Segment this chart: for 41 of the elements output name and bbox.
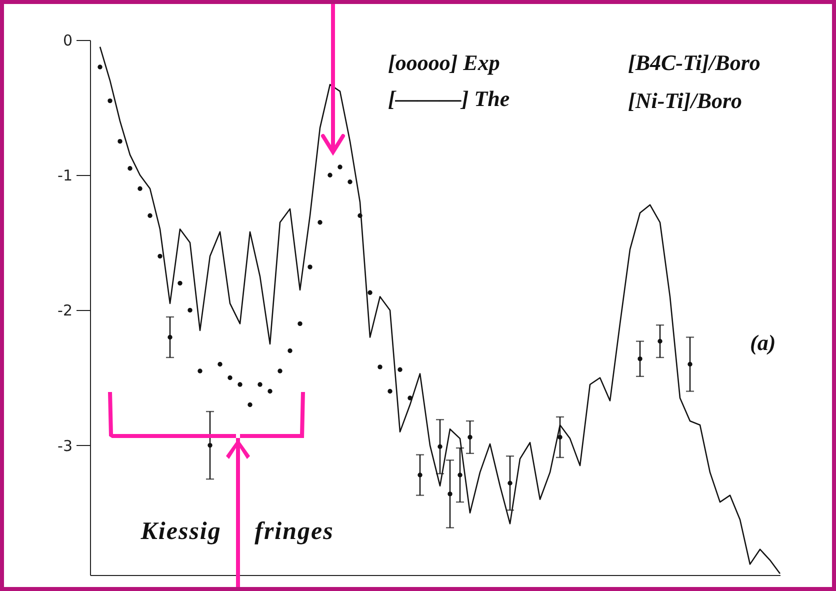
point xyxy=(178,280,182,286)
point xyxy=(398,367,402,372)
point xyxy=(408,396,412,400)
y-tick-label: -3 xyxy=(58,436,72,455)
annotation: (a) xyxy=(750,330,776,356)
point xyxy=(158,254,162,258)
point xyxy=(138,186,142,191)
point xyxy=(108,98,112,104)
point xyxy=(318,220,322,225)
point xyxy=(288,348,292,354)
point xyxy=(308,264,312,270)
point xyxy=(278,368,282,374)
point xyxy=(238,382,242,387)
y-tick-label: -1 xyxy=(58,166,72,185)
annotation: [B4C-Ti]/Boro xyxy=(628,50,760,76)
annotation: [Ni-Ti]/Boro xyxy=(628,88,742,114)
point xyxy=(258,382,262,387)
point xyxy=(198,368,202,374)
point xyxy=(348,180,352,184)
point xyxy=(368,290,372,295)
point xyxy=(378,364,382,370)
point xyxy=(338,164,342,170)
annotation: [ooooo] Exp xyxy=(388,50,500,76)
point xyxy=(388,388,392,394)
point xyxy=(268,388,272,394)
point xyxy=(228,375,232,380)
point xyxy=(98,64,102,70)
point xyxy=(328,172,332,178)
point xyxy=(358,213,362,218)
y-tick-label: 0 xyxy=(62,32,72,50)
point xyxy=(248,402,252,408)
point xyxy=(218,362,222,367)
point xyxy=(148,213,152,218)
point xyxy=(118,138,122,144)
y-tick-label: -2 xyxy=(58,302,72,320)
annotation: [———] The xyxy=(388,86,510,112)
point xyxy=(298,321,302,326)
line-series xyxy=(99,46,781,574)
point xyxy=(128,166,132,171)
annotation: Kiessig fringes xyxy=(140,518,334,546)
point xyxy=(188,308,192,313)
